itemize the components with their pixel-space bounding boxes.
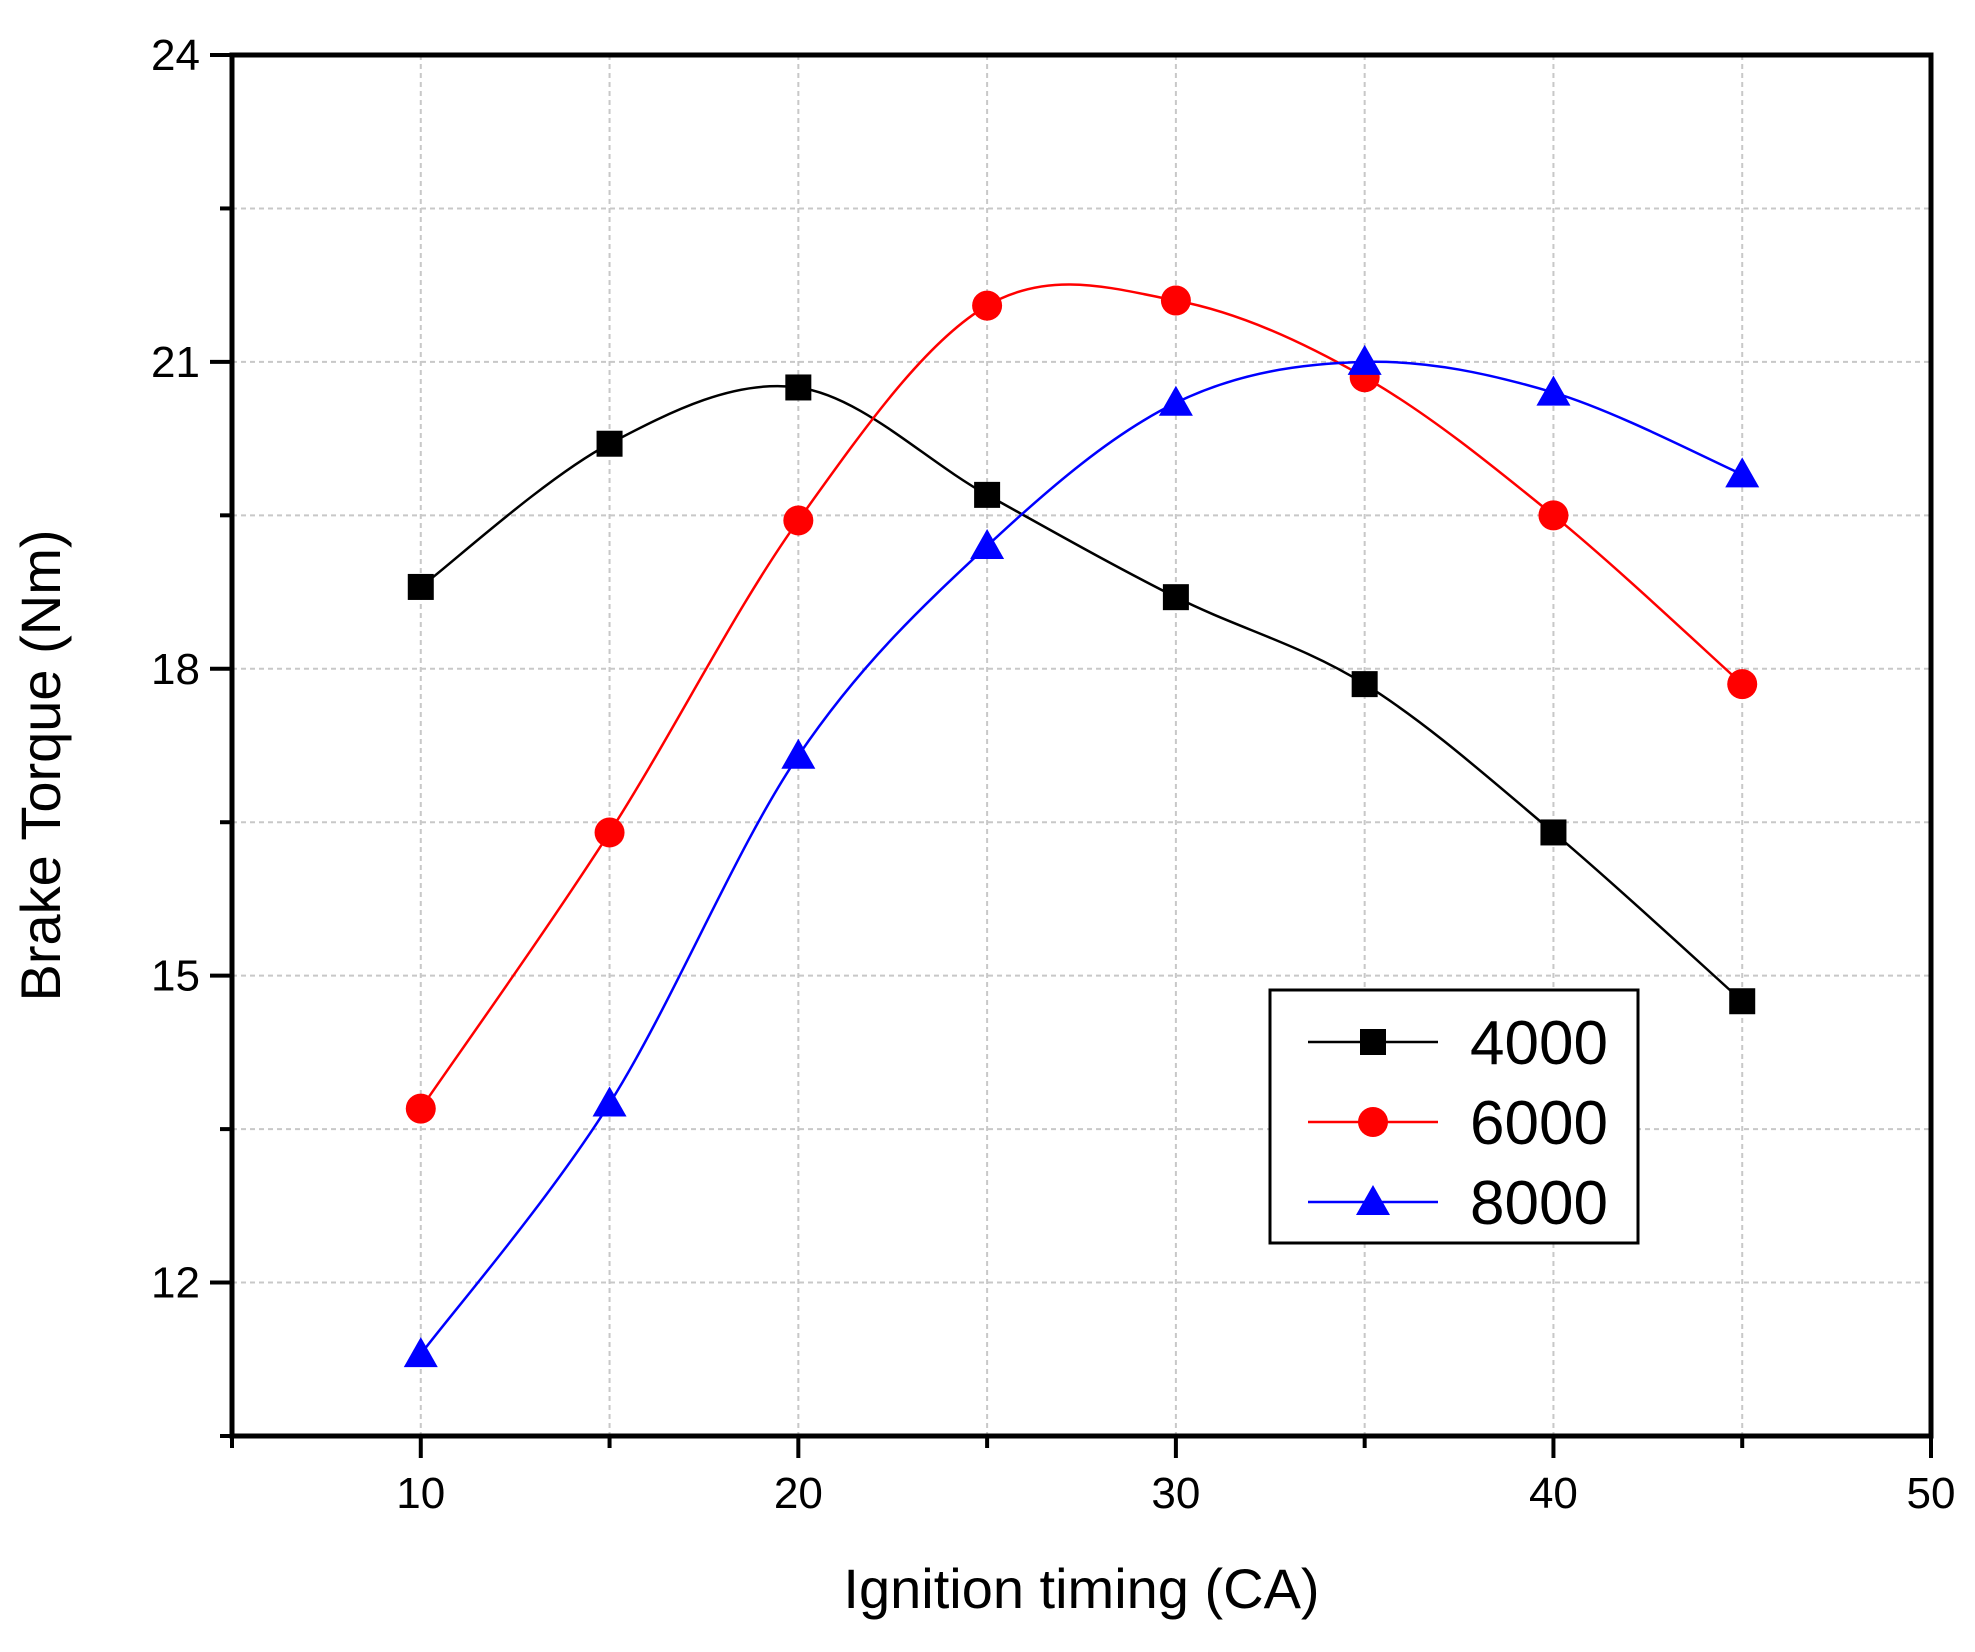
data-point-8000 [1725, 457, 1760, 488]
legend: 4000 6000 8000 [1268, 988, 1640, 1245]
legend-item-6000: 6000 [1308, 1089, 1608, 1158]
x-tick-label: 20 [774, 1469, 823, 1518]
legend-label-8000: 8000 [1470, 1169, 1608, 1238]
tick-labels: 10 20 30 40 50 12 15 18 21 24 [151, 31, 1955, 1518]
data-point-8000 [403, 1337, 438, 1368]
data-point-8000 [970, 529, 1005, 560]
grid-lines [232, 55, 1931, 1436]
data-point-4000 [974, 481, 1001, 508]
data-point-4000 [1351, 671, 1378, 698]
x-tick-label: 10 [396, 1469, 445, 1518]
data-point-4000 [1540, 819, 1567, 846]
legend-marker-6000 [1358, 1107, 1388, 1137]
data-point-6000 [1160, 285, 1191, 316]
y-tick-label: 18 [151, 645, 200, 694]
legend-marker-8000 [1356, 1185, 1390, 1215]
data-point-4000 [1729, 988, 1756, 1015]
plot-frame [229, 52, 1934, 1439]
y-tick-label: 12 [151, 1259, 200, 1308]
legend-label-6000: 6000 [1470, 1089, 1608, 1158]
y-axis-title: Brake Torque (Nm) [9, 529, 72, 1001]
x-tick-label: 30 [1151, 1469, 1200, 1518]
data-point-6000 [783, 505, 814, 536]
legend-item-8000: 8000 [1308, 1169, 1608, 1238]
series-line-4000 [420, 384, 1744, 1003]
data-point-6000 [972, 290, 1003, 321]
data-point-6000 [1727, 669, 1758, 700]
legend-label-4000: 4000 [1470, 1009, 1608, 1078]
data-point-6000 [1538, 500, 1569, 531]
y-tick-label: 21 [151, 338, 200, 387]
data-point-8000 [1536, 375, 1571, 406]
data-point-8000 [592, 1086, 627, 1117]
series-6000 [405, 283, 1758, 1124]
data-point-8000 [781, 738, 816, 769]
data-point-4000 [596, 430, 623, 457]
series-layer [403, 283, 1760, 1368]
data-point-4000 [407, 573, 434, 600]
series-4000 [407, 374, 1756, 1015]
series-8000 [403, 344, 1760, 1368]
data-point-6000 [405, 1093, 436, 1124]
x-tick-label: 50 [1907, 1469, 1956, 1518]
legend-marker-4000 [1360, 1029, 1386, 1055]
data-point-8000 [1158, 385, 1193, 416]
data-point-6000 [594, 817, 625, 848]
y-tick-label: 24 [151, 31, 200, 80]
x-tick-label: 40 [1529, 1469, 1578, 1518]
x-axis-title: Ignition timing (CA) [843, 1557, 1319, 1620]
axis-ticks [210, 53, 1933, 1458]
legend-item-4000: 4000 [1308, 1009, 1608, 1078]
y-tick-label: 15 [151, 952, 200, 1001]
data-point-8000 [1347, 344, 1382, 375]
data-point-4000 [1162, 584, 1189, 611]
data-point-4000 [785, 374, 812, 401]
